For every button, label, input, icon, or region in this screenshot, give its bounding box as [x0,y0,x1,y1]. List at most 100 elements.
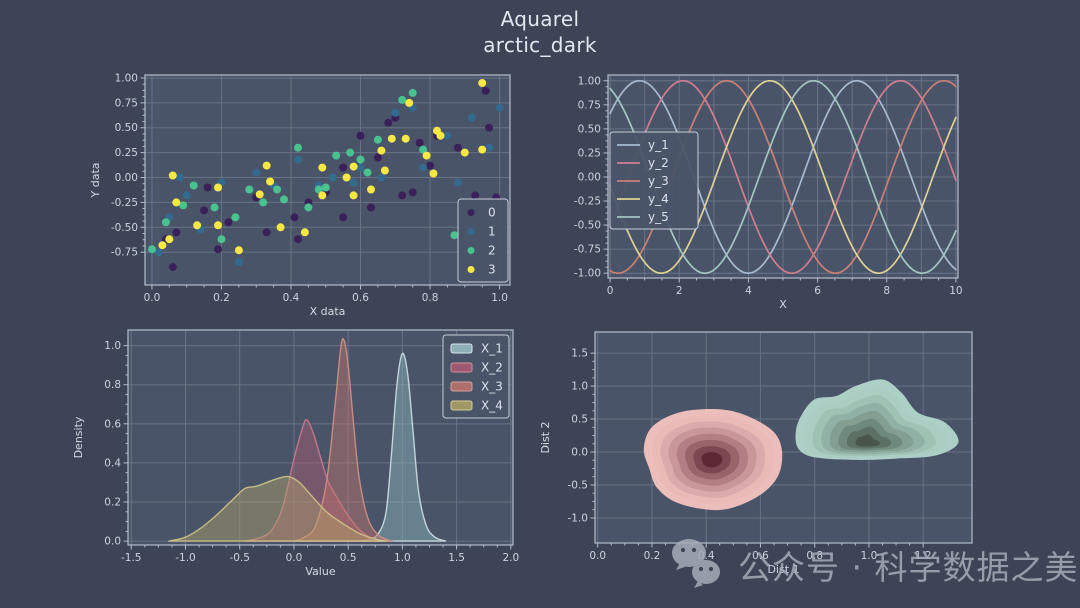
svg-text:0.50: 0.50 [578,123,601,135]
tick-marks [603,80,957,283]
svg-text:y_3: y_3 [648,174,669,188]
density-curves [167,337,446,542]
svg-text:0.00: 0.00 [578,171,601,183]
svg-text:X data: X data [310,305,346,318]
svg-text:0.25: 0.25 [578,147,601,159]
svg-text:0.8: 0.8 [422,292,439,304]
scatter-plot-canvas: 0.0 0.2 0.4 0.6 0.8 1.0 1.00 0.75 0.50 0.25 0.00 -0… [89,72,511,319]
svg-text:X_3: X_3 [481,380,503,394]
svg-text:2: 2 [676,285,683,297]
svg-text:-0.5: -0.5 [568,479,589,491]
svg-text:0.00: 0.00 [115,172,138,184]
svg-text:0: 0 [607,285,614,297]
svg-text:1.00: 1.00 [578,75,601,87]
svg-text:0.0: 0.0 [571,447,588,459]
axes-spines [607,74,959,279]
svg-text:X_1: X_1 [481,342,503,356]
figure-title: Aquarel arctic_dark [0,6,1080,58]
svg-text:1.00: 1.00 [115,72,138,84]
svg-text:6: 6 [814,285,821,297]
svg-text:0.2: 0.2 [644,550,661,562]
svg-text:y_2: y_2 [648,156,669,170]
title-line-1: Aquarel [500,7,580,31]
svg-text:0.0: 0.0 [104,536,121,548]
svg-text:-1.00: -1.00 [574,268,601,280]
svg-text:1.0: 1.0 [571,381,588,393]
svg-text:X_2: X_2 [481,361,503,375]
svg-text:0.0: 0.0 [144,292,161,304]
kde-blobs [643,379,959,511]
svg-text:0.75: 0.75 [115,97,138,109]
svg-text:0.4: 0.4 [283,292,300,304]
svg-text:0.2: 0.2 [104,497,121,509]
tick-labels: 0 2 4 6 8 10 1.00 0.75 0.50 0.25 0.00 -0.25 -0.50 -0.… [574,75,963,297]
svg-text:0.75: 0.75 [578,99,601,111]
svg-text:1.0: 1.0 [861,550,878,562]
svg-text:1.0: 1.0 [394,552,411,564]
grid-lines [608,75,958,278]
svg-text:0.0: 0.0 [286,552,303,564]
svg-text:Dist 1: Dist 1 [767,563,799,576]
svg-text:Density: Density [72,416,85,458]
svg-text:-0.25: -0.25 [111,197,138,209]
svg-text:-0.50: -0.50 [111,222,138,234]
legend: y_1 y_2 y_3 y_4 y_5 [609,131,699,230]
axes-spines [127,329,514,546]
axis-labels: X data Y data [89,163,345,319]
line-plot-canvas: 0 2 4 6 8 10 1.00 0.75 0.50 0.25 0.00 -0.25 -0.50 -0.… [574,74,963,311]
svg-text:Dist 2: Dist 2 [539,421,552,453]
svg-text:2: 2 [488,244,496,258]
tick-labels: 0.0 0.2 0.4 0.6 0.8 1.0 1.00 0.75 0.50 0.25 0.00 -0… [111,72,508,304]
axes-spines [594,331,973,544]
svg-text:-0.75: -0.75 [111,247,138,259]
svg-text:0: 0 [488,206,496,220]
svg-text:-0.25: -0.25 [574,196,601,208]
tick-labels: 0.0 0.2 0.4 0.6 0.8 1.0 1.2 1.5 1.0 0.5 0.0 -0.5 -1.… [568,348,932,562]
svg-text:0.8: 0.8 [104,379,121,391]
svg-text:y_5: y_5 [648,210,669,224]
contour-plot-canvas: 0.0 0.2 0.4 0.6 0.8 1.0 1.2 1.5 1.0 0.5 0.0 -0.5 -1.… [539,331,973,576]
svg-text:0.6: 0.6 [352,292,369,304]
svg-text:0.4: 0.4 [104,457,121,469]
svg-text:3: 3 [488,263,496,277]
svg-text:0.50: 0.50 [115,122,138,134]
svg-text:0.8: 0.8 [806,550,823,562]
svg-text:4: 4 [745,285,752,297]
svg-text:1.5: 1.5 [571,348,588,360]
svg-text:0.0: 0.0 [589,550,606,562]
contour-plot: 0.0 0.2 0.4 0.6 0.8 1.0 1.2 1.5 1.0 0.5 0.0 -0.5 -1.… [525,315,990,605]
svg-text:0.5: 0.5 [571,414,588,426]
svg-text:0.25: 0.25 [115,147,138,159]
svg-text:-0.50: -0.50 [574,220,601,232]
svg-text:y_4: y_4 [648,192,669,206]
density-plot-canvas: -1.5 -1.0 -0.5 0.0 0.5 1.0 1.5 2.0 0.0 0.2 0.4 0.6 0… [72,329,519,578]
svg-text:1.0: 1.0 [491,292,508,304]
scatter-plot: 0.0 0.2 0.4 0.6 0.8 1.0 1.00 0.75 0.50 0.25 0.00 -0… [70,58,530,320]
axes-spines [144,74,511,286]
svg-text:0.5: 0.5 [340,552,357,564]
scatter-points [148,79,504,272]
svg-text:2.0: 2.0 [502,552,519,564]
svg-text:-1.0: -1.0 [175,552,196,564]
svg-text:X: X [779,298,787,311]
svg-text:0.2: 0.2 [213,292,230,304]
tick-labels: -1.5 -1.0 -0.5 0.0 0.5 1.0 1.5 2.0 0.0 0.2 0.4 0.6 0… [104,340,519,564]
svg-text:10: 10 [949,285,962,297]
svg-text:0.6: 0.6 [104,418,121,430]
grid-lines [145,75,510,285]
legend: 0 1 2 3 [457,198,509,283]
svg-text:-1.0: -1.0 [568,512,589,524]
svg-text:1.2: 1.2 [915,550,932,562]
svg-text:0.6: 0.6 [752,550,769,562]
svg-text:1.0: 1.0 [104,340,121,352]
svg-text:-0.75: -0.75 [574,244,601,256]
svg-text:X_4: X_4 [481,399,503,413]
svg-text:Y data: Y data [89,163,102,199]
svg-text:1.5: 1.5 [448,552,465,564]
svg-text:-0.5: -0.5 [229,552,250,564]
axis-labels: X [779,298,787,311]
legend: X_1 X_2 X_3 X_4 [442,334,510,419]
axis-labels: Value Density [72,416,336,578]
svg-text:Value: Value [305,565,335,578]
